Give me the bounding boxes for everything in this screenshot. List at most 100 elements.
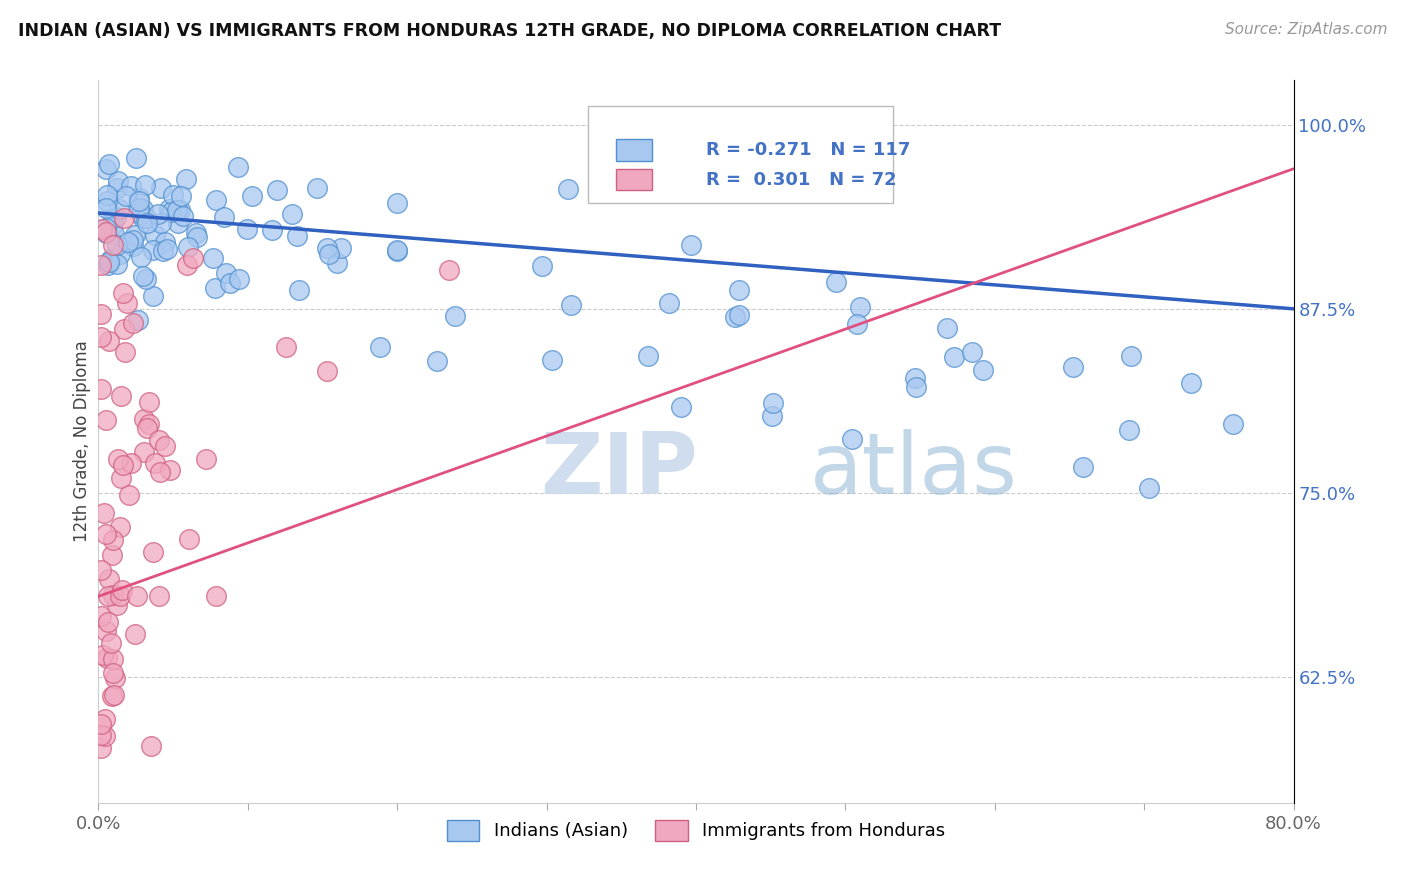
Point — [107, 174, 129, 188]
Point — [110, 471, 132, 485]
Point — [226, 160, 249, 174]
Point — [1137, 482, 1160, 496]
Point — [96, 188, 118, 202]
Point — [176, 171, 198, 186]
Point — [142, 289, 165, 303]
Point — [905, 380, 928, 394]
Point — [97, 258, 120, 272]
Point — [228, 272, 250, 286]
Point — [557, 182, 579, 196]
Point — [125, 151, 148, 165]
Point — [426, 353, 449, 368]
Point — [112, 286, 135, 301]
Point — [845, 318, 868, 332]
Point — [904, 371, 927, 385]
Point — [637, 349, 659, 363]
Point — [96, 650, 118, 665]
Point — [142, 243, 165, 257]
Point — [127, 590, 149, 604]
Point — [128, 191, 150, 205]
Point — [124, 626, 146, 640]
Point — [103, 227, 125, 242]
Point — [149, 180, 172, 194]
Point — [315, 241, 337, 255]
Point — [96, 194, 118, 208]
Point — [159, 463, 181, 477]
Point — [148, 465, 170, 479]
Point — [170, 188, 193, 202]
Point — [107, 452, 129, 467]
Point — [679, 238, 702, 252]
Point — [100, 690, 122, 704]
Point — [97, 573, 120, 587]
Point — [153, 440, 176, 454]
Point — [90, 329, 112, 343]
Point — [104, 671, 127, 685]
Point — [122, 234, 145, 248]
Point — [145, 457, 167, 471]
Point — [848, 300, 870, 314]
Point — [260, 223, 283, 237]
Point — [723, 310, 745, 324]
Point — [183, 252, 205, 266]
Point — [1118, 423, 1140, 437]
Point — [148, 434, 170, 448]
Point — [112, 322, 135, 336]
Point — [1222, 417, 1244, 431]
Point — [97, 615, 120, 629]
Point — [385, 244, 409, 258]
Point — [167, 216, 190, 230]
Point — [132, 202, 155, 216]
Point — [184, 227, 207, 241]
Point — [124, 227, 146, 242]
Point — [1073, 460, 1095, 475]
Point — [176, 240, 198, 254]
Point — [146, 207, 169, 221]
Text: atlas: atlas — [810, 429, 1018, 512]
Point — [540, 352, 562, 367]
Point — [94, 225, 117, 239]
Text: R =  0.301   N = 72: R = 0.301 N = 72 — [706, 170, 896, 188]
Point — [329, 241, 352, 255]
Point — [385, 196, 409, 211]
Point — [90, 608, 112, 623]
Point — [1180, 376, 1202, 390]
Point — [266, 183, 288, 197]
Point — [94, 526, 117, 541]
Point — [103, 588, 125, 602]
Point — [215, 266, 238, 280]
Point — [172, 209, 194, 223]
Point — [281, 206, 304, 220]
Point — [101, 549, 124, 563]
Point — [90, 382, 112, 396]
Point — [142, 545, 165, 559]
Point — [315, 364, 337, 378]
Point — [103, 533, 125, 547]
Point — [117, 235, 139, 250]
Point — [136, 421, 159, 435]
Point — [101, 652, 124, 666]
Point — [108, 202, 131, 216]
Point — [90, 728, 112, 742]
Point — [274, 340, 297, 354]
Point — [762, 396, 785, 410]
Text: ZIP: ZIP — [541, 429, 699, 512]
Point — [159, 204, 181, 219]
Point — [148, 590, 170, 604]
Point — [176, 258, 198, 272]
Point — [110, 247, 132, 261]
Legend: Indians (Asian), Immigrants from Honduras: Indians (Asian), Immigrants from Hondura… — [440, 813, 952, 848]
Point — [318, 247, 340, 261]
FancyBboxPatch shape — [589, 105, 893, 203]
Point — [530, 259, 553, 273]
Point — [132, 412, 155, 426]
Point — [94, 220, 117, 235]
Point — [122, 239, 145, 253]
Point — [90, 563, 112, 577]
Point — [824, 275, 846, 289]
Point — [936, 321, 959, 335]
Point — [91, 648, 114, 663]
Point — [560, 298, 582, 312]
Point — [326, 256, 349, 270]
Point — [761, 409, 783, 423]
